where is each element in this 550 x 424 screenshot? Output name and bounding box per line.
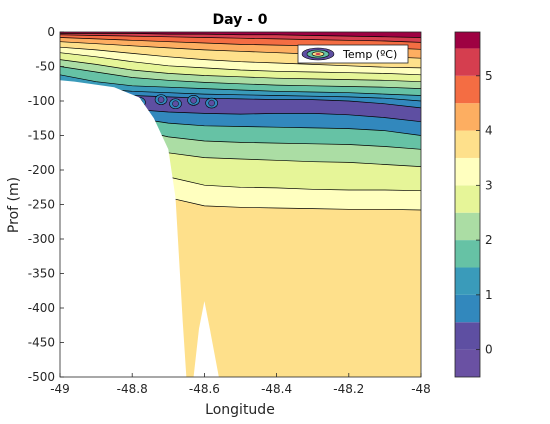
colorbar-level: [455, 103, 480, 131]
colorbar-ticks: 0 1 2 3 4 5: [476, 69, 493, 357]
colorbar-frame: [454, 31, 481, 378]
isotherm-7: [60, 59, 421, 83]
colorbar-level: [455, 157, 480, 186]
y-tick-label: -450: [28, 336, 55, 350]
isotherm-1: [60, 33, 421, 38]
y-tick-label: -400: [28, 301, 55, 315]
y-tick-label: -500: [28, 370, 55, 384]
colorbar-tick-label: 0: [485, 343, 493, 357]
y-axis-title: Prof (m): [6, 177, 22, 233]
cold-core-center: [172, 100, 179, 108]
band-14: [60, 107, 421, 167]
band-6: [60, 52, 421, 82]
continental-slope: [60, 80, 187, 377]
colorbar-level: [455, 267, 480, 295]
colorbar-level: [455, 349, 480, 377]
colorbar-tick-label: 2: [485, 233, 493, 247]
x-tick-label: -49: [50, 382, 70, 396]
band-12: [60, 94, 421, 136]
y-tick-label: 0: [47, 25, 55, 39]
colorbar-level: [455, 185, 480, 213]
band-8: [60, 66, 421, 96]
band-11: [60, 87, 421, 122]
band-5: [60, 47, 421, 75]
x-tick-label: -48.8: [117, 382, 148, 396]
colorbar-level: [455, 48, 480, 76]
bathymetry-mask: [60, 80, 219, 377]
x-axis-title: Longitude: [205, 402, 275, 418]
y-tick-label: -300: [28, 232, 55, 246]
colorbar-tick-label: 3: [485, 178, 493, 192]
isotherm-8: [60, 66, 421, 89]
seamount: [193, 301, 219, 377]
colorbar-level: [455, 240, 480, 268]
y-tick-label: -100: [28, 94, 55, 108]
y-tick-label: -150: [28, 129, 55, 143]
colorbar-level: [455, 212, 480, 241]
isotherm-2: [60, 34, 421, 43]
chart-title: Day - 0: [212, 12, 267, 28]
colorbar-tick-label: 4: [485, 124, 493, 138]
x-tick-label: -48.6: [189, 382, 220, 396]
y-tick-label: -200: [28, 163, 55, 177]
y-tick-label: -350: [28, 267, 55, 281]
isotherm-6: [60, 52, 421, 76]
colorbar-level: [455, 130, 480, 158]
colorbar-tick-label: 5: [485, 69, 493, 83]
colorbar-tick-label: 1: [485, 288, 493, 302]
band-13: [60, 101, 421, 150]
x-tick-label: -48: [411, 382, 431, 396]
y-tick-label: -50: [35, 60, 55, 74]
y-tick-label: -250: [28, 198, 55, 212]
band-15: [60, 114, 421, 191]
colorbar: [455, 32, 480, 377]
legend: Temp (ºC): [297, 44, 409, 64]
band-9: [60, 74, 421, 101]
band-7: [60, 59, 421, 89]
colorbar-level: [455, 294, 480, 323]
cold-core-center: [190, 97, 197, 104]
legend-label: Temp (ºC): [342, 48, 397, 61]
colorbar-level: [455, 32, 480, 49]
x-axis-ticks: -49 -48.8 -48.6 -48.4 -48.2 -48: [50, 373, 431, 396]
legend-contour-icon: [301, 47, 335, 61]
colorbar-level: [455, 322, 480, 350]
cold-core-center: [157, 96, 165, 103]
isotherm-5: [60, 46, 421, 69]
y-axis-ticks: 0 -50 -100 -150 -200 -250 -300 -350 -400 -450 -500: [28, 25, 64, 384]
isotherm-9: [60, 74, 421, 96]
x-tick-label: -48.2: [333, 382, 364, 396]
x-tick-label: -48.4: [261, 382, 292, 396]
colorbar-level: [455, 75, 480, 104]
cold-core-center: [208, 99, 215, 107]
